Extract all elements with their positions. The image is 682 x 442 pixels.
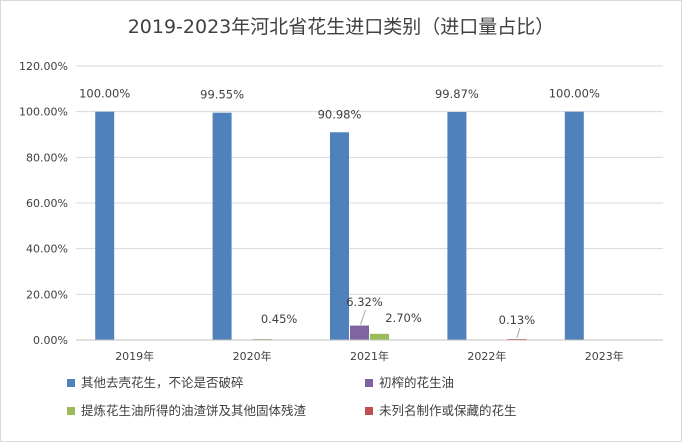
- bar: [370, 333, 389, 340]
- data-label: 0.45%: [261, 312, 298, 326]
- data-labels: 100.00% 99.55% 90.98% 99.87% 100.00% 0.45% 6.3…: [79, 87, 600, 338]
- data-label: 99.55%: [200, 88, 244, 102]
- bars: [95, 111, 584, 341]
- data-label: 0.13%: [499, 313, 536, 327]
- chart-title: 2019-2023年河北省花生进口类别（进口量占比）: [128, 16, 555, 38]
- bar: [95, 111, 115, 341]
- y-axis-ticks: 0.00% 20.00% 40.00% 60.00% 80.00% 100.00% 120.…: [19, 60, 68, 347]
- data-label: 2.70%: [385, 311, 422, 325]
- legend-label: 提炼花生油所得的油渣饼及其他固体残渣: [81, 403, 307, 418]
- leader-line: [516, 327, 521, 338]
- y-tick-label: 100.00%: [19, 106, 68, 119]
- x-tick-label: 2023年: [585, 349, 624, 363]
- data-label: 99.87%: [435, 87, 479, 101]
- legend-swatch: [67, 379, 75, 387]
- legend-label: 未列名制作或保藏的花生: [379, 403, 517, 418]
- data-label: 100.00%: [79, 87, 130, 101]
- x-tick-label: 2020年: [233, 349, 272, 363]
- legend-label: 其他去壳花生，不论是否破碎: [81, 375, 244, 390]
- x-tick-label: 2022年: [467, 349, 506, 363]
- data-label: 6.32%: [346, 295, 383, 309]
- bar: [350, 325, 369, 340]
- y-tick-label: 0.00%: [33, 334, 68, 347]
- data-label: 100.00%: [549, 87, 600, 101]
- x-tick-label: 2019年: [115, 349, 154, 363]
- legend-label: 初榨的花生油: [379, 375, 454, 390]
- bar: [212, 112, 232, 340]
- y-tick-label: 80.00%: [26, 151, 68, 164]
- bar: [252, 338, 272, 340]
- x-tick-label: 2021年: [350, 349, 389, 363]
- legend-swatch: [365, 407, 373, 415]
- bar: [447, 111, 467, 340]
- legend-swatch: [365, 379, 373, 387]
- bar: [330, 132, 349, 340]
- legend-swatch: [67, 407, 75, 415]
- y-tick-label: 120.00%: [19, 60, 68, 73]
- y-tick-label: 40.00%: [26, 243, 68, 256]
- y-tick-label: 60.00%: [26, 197, 68, 210]
- x-axis: 2019年 2020年 2021年 2022年 2023年: [76, 339, 663, 363]
- y-tick-label: 20.00%: [26, 288, 68, 301]
- leader-line: [360, 309, 366, 325]
- data-label: 90.98%: [318, 107, 362, 121]
- bar: [564, 111, 584, 341]
